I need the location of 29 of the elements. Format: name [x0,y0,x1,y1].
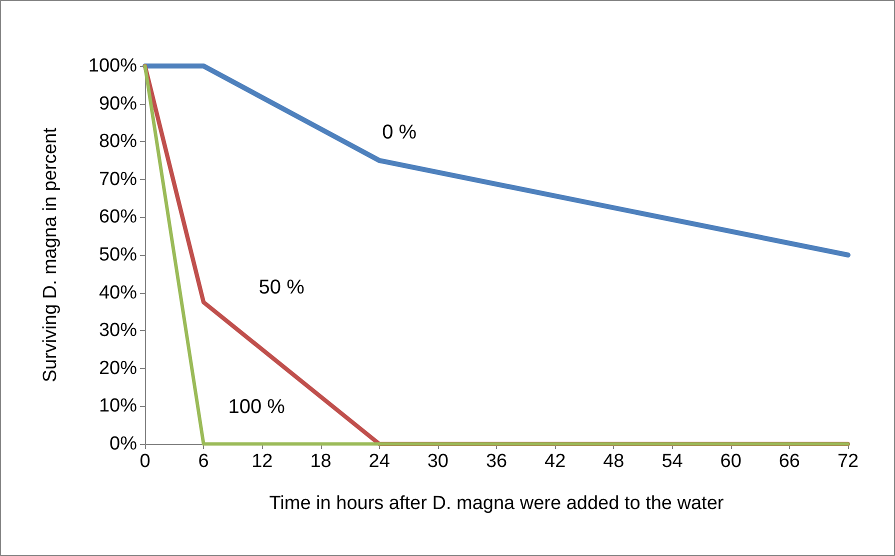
y-tick-label: 90% [98,93,138,114]
y-tick-label: 30% [98,320,138,342]
y-tick-label: 10% [98,396,138,417]
y-tick-label: 100% [88,56,138,76]
x-tick-label: 54 [662,451,684,472]
y-tick-label: 80% [98,131,138,152]
x-tick-label: 36 [486,451,508,472]
x-tick-label: 0 [140,451,150,472]
x-axis-title: Time in hours after D. magna were added to the water [269,493,724,514]
series-label: 50 % [258,276,305,298]
x-tick-label: 6 [198,451,209,472]
series-label: 100 % [228,396,286,418]
x-tick-label: 12 [252,451,273,472]
x-tick-label: 60 [720,451,742,472]
x-tick-label: 48 [603,451,624,472]
y-axis-title: Surviving D. magna in percent [40,127,61,382]
y-tick-label: 20% [98,358,138,379]
x-tick-label: 42 [544,451,566,472]
y-tick-label: 0% [110,434,138,454]
x-tick-label: 18 [310,451,332,472]
y-tick-label: 60% [98,206,138,228]
x-tick-label: 30 [427,451,448,472]
y-tick-label: 70% [98,168,138,190]
series-label: 0 % [382,122,417,144]
x-tick-label: 66 [778,451,800,472]
x-tick-label: 72 [837,451,859,472]
y-tick-label: 50% [98,244,138,266]
y-tick-label: 40% [98,282,138,304]
x-tick-label: 24 [368,451,390,472]
